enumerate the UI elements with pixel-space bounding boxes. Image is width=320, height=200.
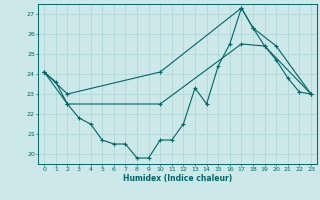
X-axis label: Humidex (Indice chaleur): Humidex (Indice chaleur)	[123, 174, 232, 183]
